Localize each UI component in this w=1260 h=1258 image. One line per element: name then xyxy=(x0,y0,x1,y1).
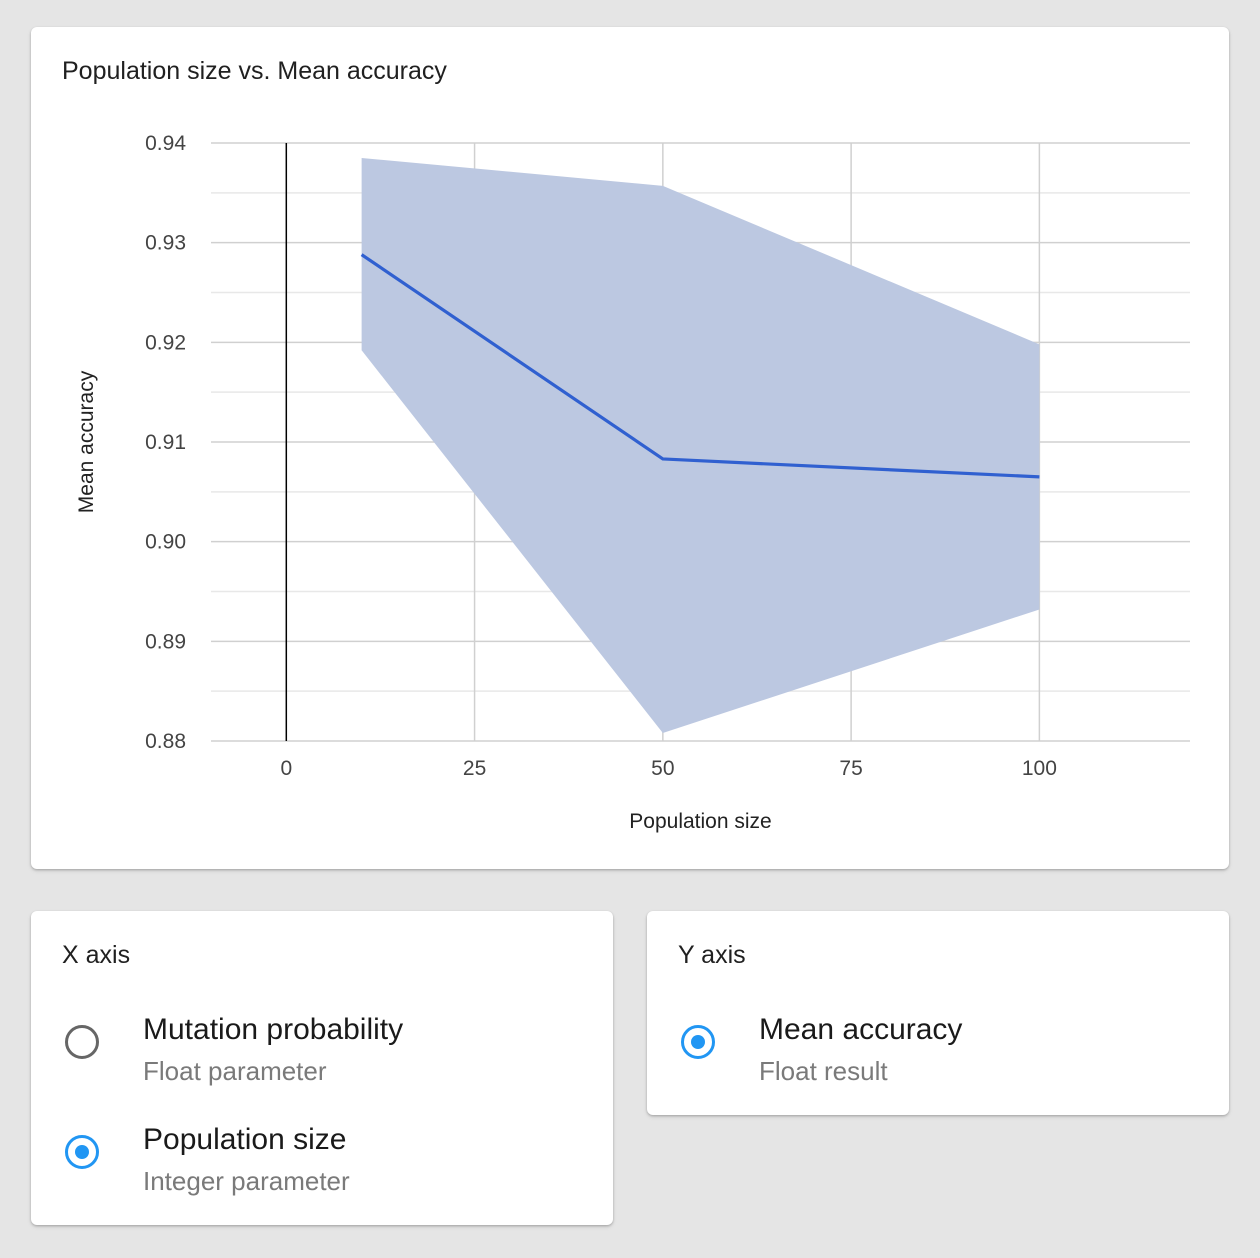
mean-line xyxy=(360,253,1040,479)
option-sublabel: Float parameter xyxy=(143,1056,327,1086)
x-axis-card: X axis Mutation probability Float parame… xyxy=(31,911,613,1225)
y-tick-label: 0.89 xyxy=(145,630,186,653)
radio-checked-icon[interactable] xyxy=(65,1135,99,1169)
option-label: Mean accuracy xyxy=(759,1013,963,1046)
y-tick-label: 0.90 xyxy=(145,531,186,554)
x-option-population-size[interactable]: Population size Integer parameter xyxy=(31,1123,613,1213)
chart-title: Population size vs. Mean accuracy xyxy=(62,57,447,85)
y-axis-label: Mean accuracy xyxy=(75,370,98,513)
y-tick-label: 0.93 xyxy=(145,232,186,255)
x-axis-card-title: X axis xyxy=(62,941,131,969)
radio-unchecked-icon[interactable] xyxy=(65,1025,99,1059)
y-tick-label: 0.91 xyxy=(145,431,186,454)
radio-checked-icon[interactable] xyxy=(681,1025,715,1059)
x-tick-label: 0 xyxy=(280,757,292,780)
y-tick-label: 0.92 xyxy=(145,331,186,354)
chart-card: Population size vs. Mean accuracy 0.88 0.… xyxy=(31,27,1229,869)
option-sublabel: Float result xyxy=(759,1056,888,1086)
option-label: Mutation probability xyxy=(143,1013,404,1046)
x-tick-label: 100 xyxy=(1022,757,1057,780)
line-chart: 0.88 0.89 0.90 0.91 0.92 0.93 0.94 0 25 50 75 100 P… xyxy=(75,132,1190,833)
y-axis-card: Y axis Mean accuracy Float result xyxy=(647,911,1229,1115)
x-tick-label: 50 xyxy=(651,757,674,780)
option-sublabel: Integer parameter xyxy=(143,1166,350,1196)
x-axis-label: Population size xyxy=(629,810,771,833)
option-label: Population size xyxy=(143,1123,347,1156)
y-tick-label: 0.88 xyxy=(145,730,186,753)
y-axis-card-title: Y axis xyxy=(678,941,746,969)
confidence-band xyxy=(361,157,1040,734)
x-tick-label: 75 xyxy=(839,757,862,780)
y-option-mean-accuracy[interactable]: Mean accuracy Float result xyxy=(647,1013,1229,1103)
y-tick-label: 0.94 xyxy=(145,132,186,155)
x-option-mutation-probability[interactable]: Mutation probability Float parameter xyxy=(31,1013,613,1103)
x-tick-label: 25 xyxy=(463,757,486,780)
